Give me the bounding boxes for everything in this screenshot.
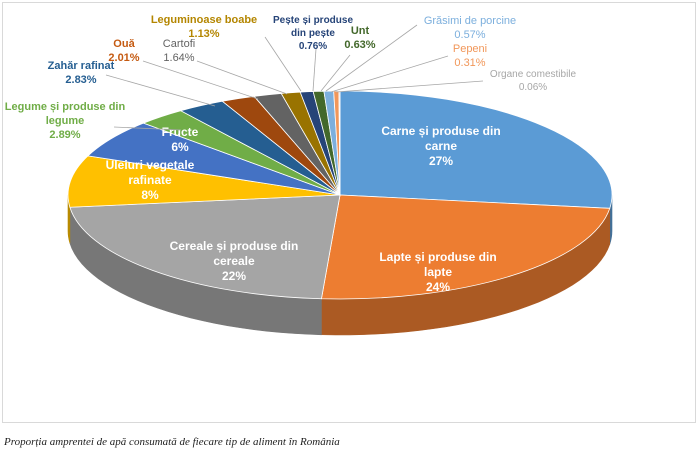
slice-label-12: Unt 0.63% bbox=[344, 25, 375, 51]
pie-slice-4 bbox=[67, 155, 341, 208]
pie-slices bbox=[67, 90, 613, 300]
leader-line-13 bbox=[325, 24, 418, 92]
pie-labels: Carne și produse din carne 27% Lapte și pro… bbox=[5, 14, 577, 294]
slice-label-15: Organe comestibile 0.06% bbox=[490, 69, 577, 93]
pie-slice-3 bbox=[69, 194, 341, 300]
leader-line-11 bbox=[312, 48, 317, 92]
slice-label-6: Legume și produse din legume 2.89% bbox=[5, 101, 126, 141]
leader-line-8 bbox=[142, 60, 259, 100]
slice-label-5: Fructe 6% bbox=[162, 125, 199, 154]
slice-label-3: Cereale și produse din cereale 22% bbox=[170, 239, 299, 283]
leader-line-12 bbox=[320, 54, 351, 92]
leader-line-9 bbox=[196, 60, 288, 95]
leader-line-7 bbox=[105, 74, 216, 107]
slice-label-13: Grăsimi de porcine 0.57% bbox=[424, 15, 516, 41]
pie-chart: Carne și produse din carne 27% Lapte și pro… bbox=[5, 14, 613, 336]
slice-label-1: Carne și produse din carne 27% bbox=[381, 124, 500, 168]
chart-frame: Carne și produse din carne 27% Lapte și pro… bbox=[2, 2, 696, 423]
slice-label-2: Lapte și produse din lapte 24% bbox=[379, 250, 496, 294]
slice-label-9: Cartofi 1.64% bbox=[163, 38, 195, 64]
slice-label-10: Leguminoase boabe 1.13% bbox=[151, 14, 257, 40]
pie-slice-1 bbox=[339, 90, 613, 209]
leader-line-14 bbox=[330, 55, 449, 93]
slice-label-8: Ouă 2.01% bbox=[108, 38, 139, 64]
slice-label-4: Uleiuri vegetale rafinate 8% bbox=[106, 158, 195, 202]
leader-line-10 bbox=[264, 36, 302, 92]
leader-line-6 bbox=[113, 126, 182, 131]
slice-label-14: Pepeni 0.31% bbox=[453, 43, 487, 69]
pie-slice-2 bbox=[320, 194, 611, 300]
slice-label-7: Zahăr rafinat 2.83% bbox=[48, 60, 115, 86]
slice-label-11: Pește și produse din pește 0.76% bbox=[273, 15, 353, 52]
figure-caption: Proporția amprentei de apă consumată de … bbox=[4, 436, 340, 448]
pie-slice-15 bbox=[338, 90, 341, 196]
leader-line-15 bbox=[335, 80, 484, 93]
